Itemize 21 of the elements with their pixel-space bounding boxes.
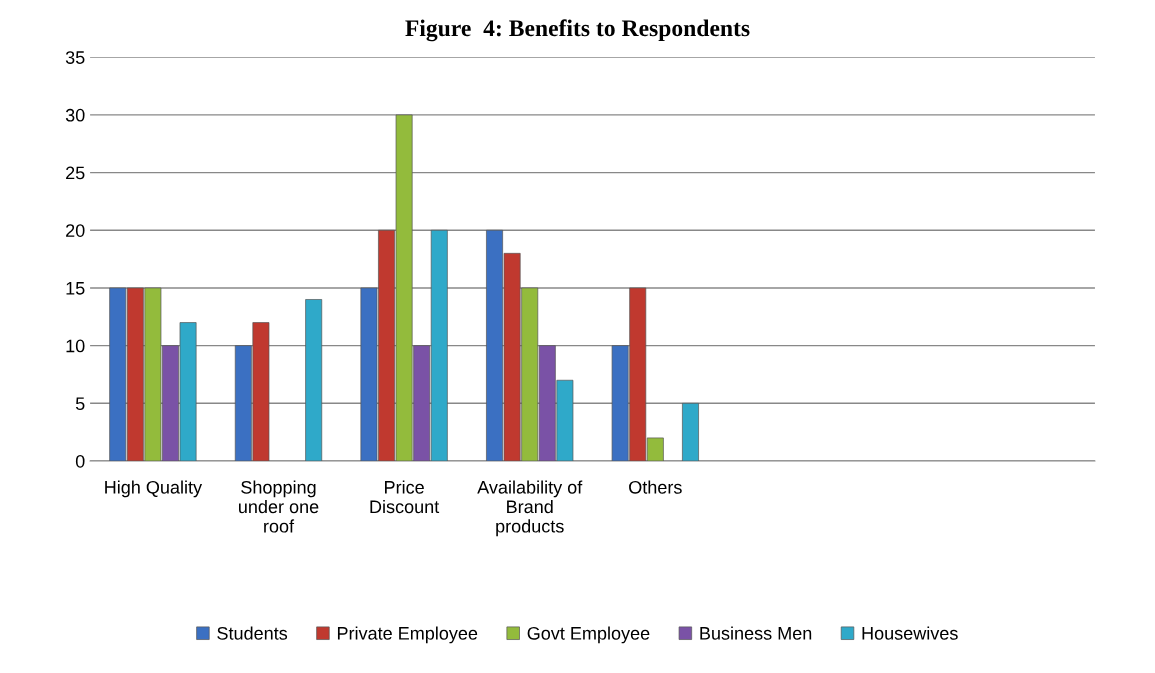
legend-label: Students <box>217 626 288 640</box>
x-tick-label: High Quality <box>105 480 203 498</box>
y-tick-label: 30 <box>65 108 85 122</box>
y-tick-label: 20 <box>66 224 85 237</box>
y-tick-label: 15 <box>66 282 85 295</box>
x-tick-label: Others <box>629 480 682 494</box>
legend-label: Housewives <box>862 626 958 640</box>
x-tick-label: Shopping under one roof <box>239 480 319 533</box>
y-tick-label: 10 <box>66 339 85 353</box>
bar <box>682 402 699 462</box>
y-tick-label: 5 <box>75 397 85 411</box>
y-tick-label: 25 <box>66 166 85 180</box>
x-tick-label: Availability of Brand products <box>477 480 583 537</box>
y-tick-label: 35 <box>65 51 85 64</box>
x-tick-label: Price Discount <box>370 480 440 514</box>
legend-label: Business Men <box>700 626 812 640</box>
legend-label: Private Employee <box>337 626 478 644</box>
chart-title: Figure 4: Benefits to Respondents <box>405 19 750 42</box>
y-tick-label: 0 <box>75 454 85 468</box>
bar <box>305 299 323 462</box>
legend-label: Govt Employee <box>527 626 650 644</box>
